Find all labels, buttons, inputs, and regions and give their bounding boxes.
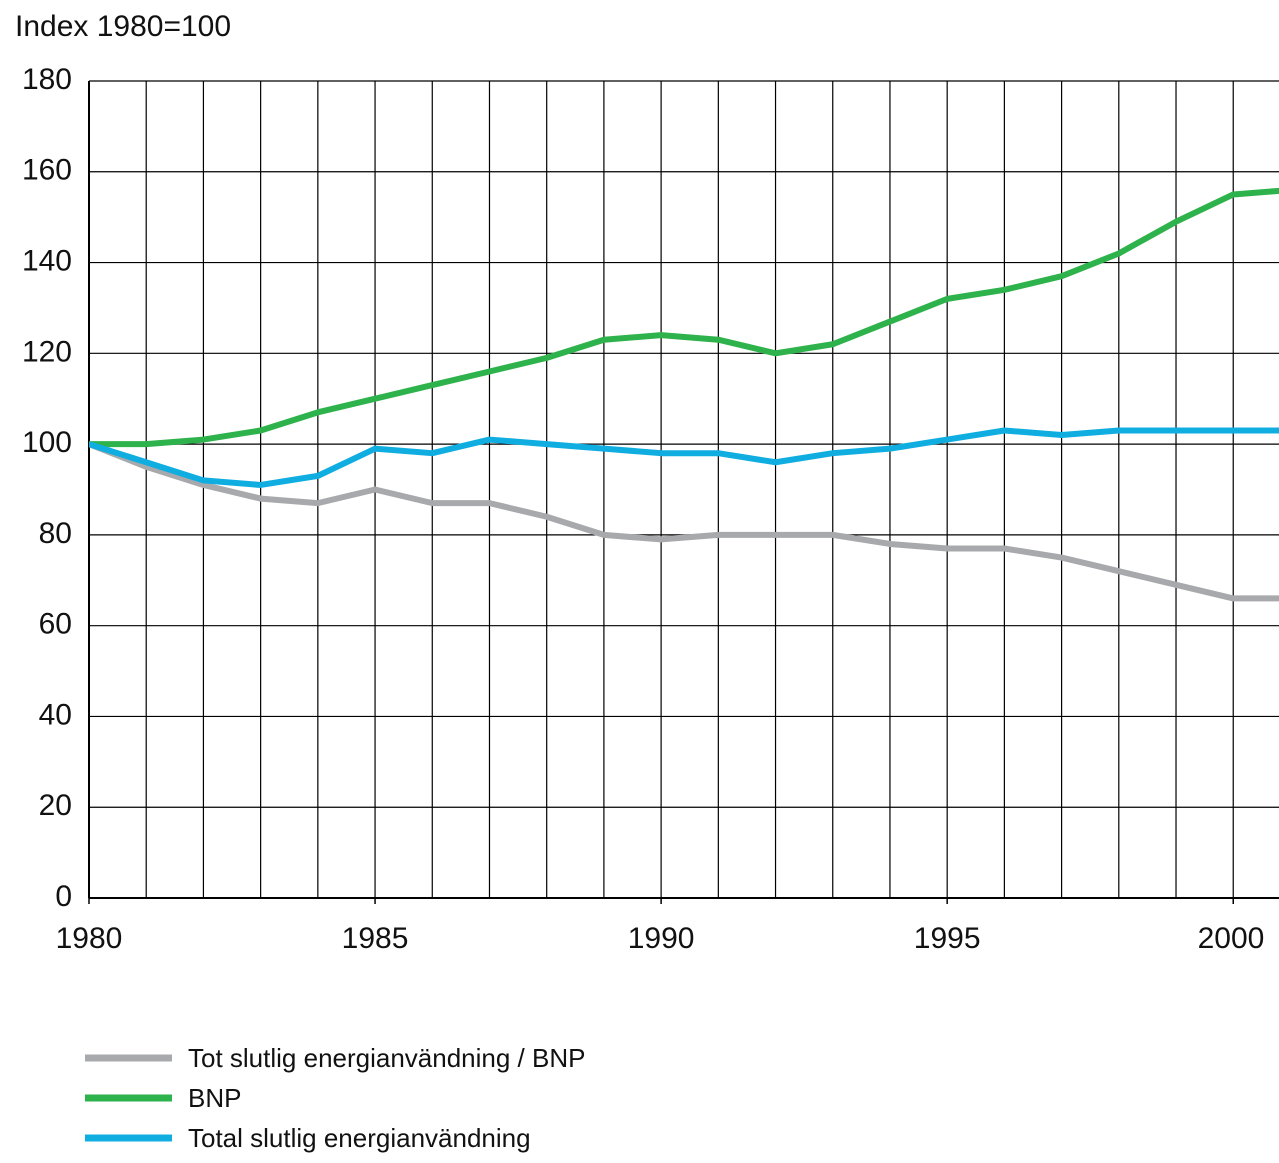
y-axis-label: Index 1980=100 (15, 10, 231, 43)
y-tick-label: 120 (22, 335, 72, 368)
y-tick-label: 20 (39, 789, 72, 822)
lines (89, 187, 1279, 602)
grid (88, 80, 1279, 904)
y-tick-label: 40 (39, 698, 72, 731)
y-tick-label: 140 (22, 244, 72, 277)
series-line (89, 187, 1279, 448)
x-tick-label: 1985 (342, 922, 409, 955)
x-tick-label: 1980 (56, 922, 123, 955)
x-tick-label: 1995 (914, 922, 981, 955)
x-tick-label: 2000 (1198, 922, 1265, 955)
y-tick-label: 180 (22, 63, 72, 96)
x-tick-label: 1990 (628, 922, 695, 955)
y-tick-label: 60 (39, 608, 72, 641)
y-tick-label: 0 (55, 880, 72, 913)
legend-label: BNP (188, 1083, 241, 1113)
y-tick-label: 80 (39, 517, 72, 550)
legend-label: Total slutlig energianvändning (188, 1123, 531, 1153)
series-line (89, 441, 1279, 602)
y-tick-label: 100 (22, 426, 72, 459)
y-tick-label: 160 (22, 154, 72, 187)
series-line (89, 427, 1279, 488)
legend-label: Tot slutlig energianvändning / BNP (188, 1043, 585, 1073)
